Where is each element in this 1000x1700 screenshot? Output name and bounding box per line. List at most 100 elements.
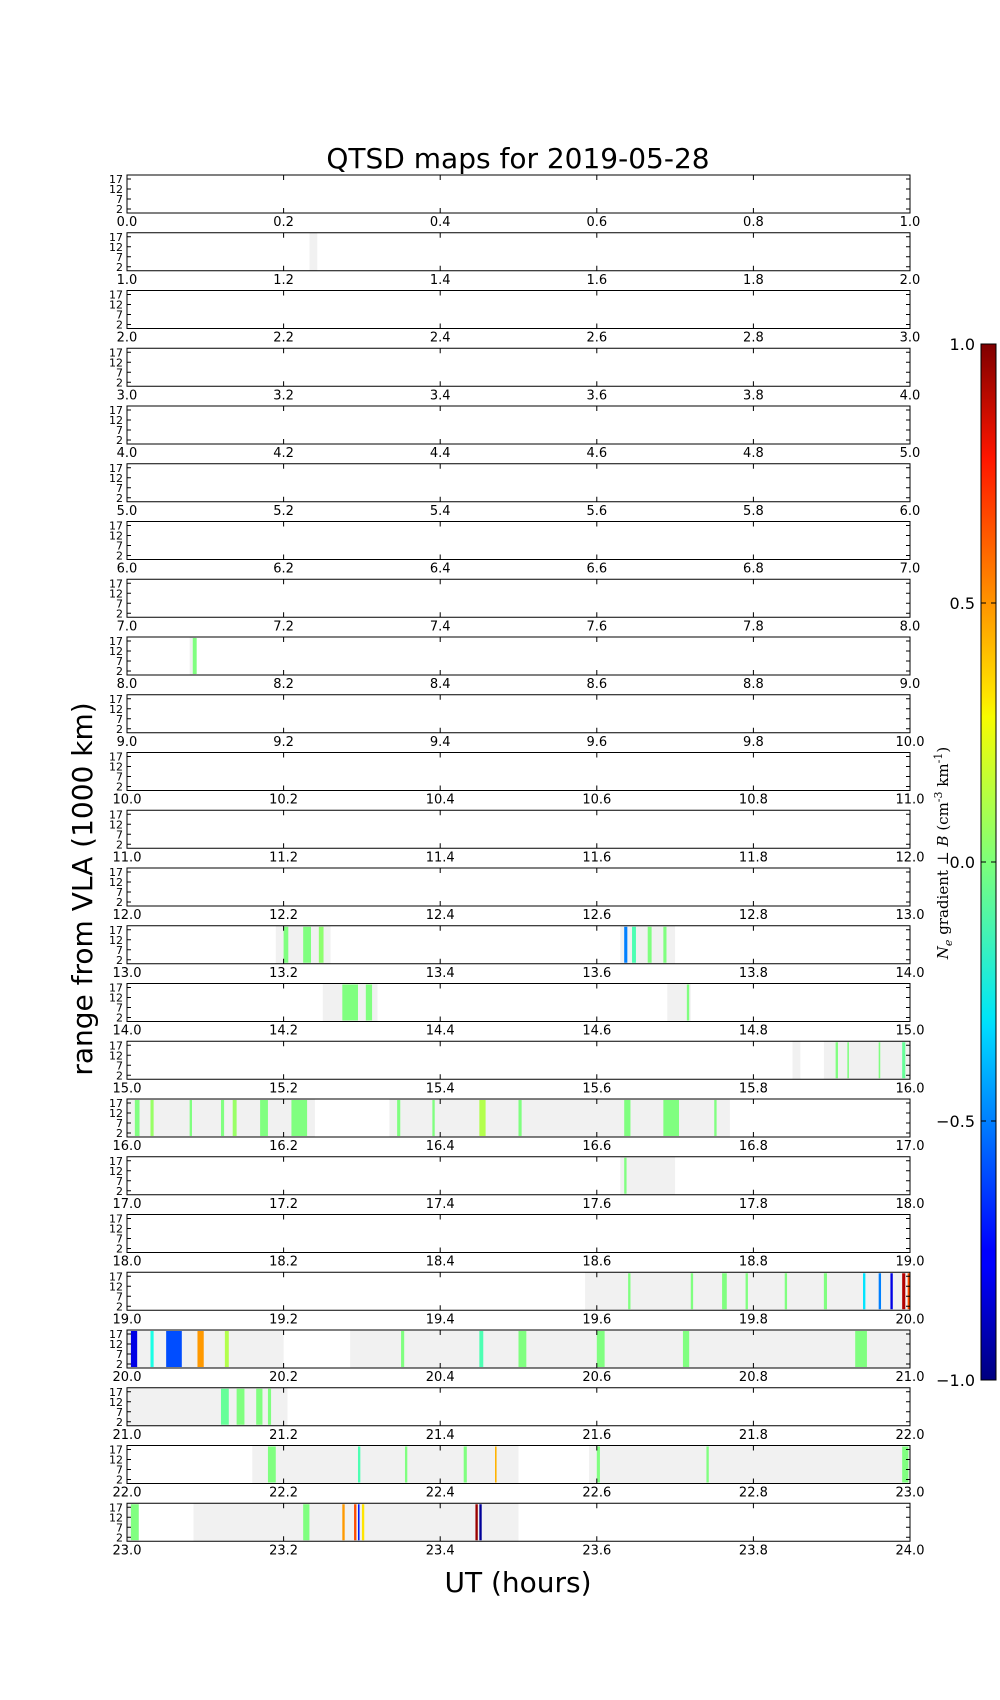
x-tick-label: 6.0 xyxy=(900,504,921,519)
x-tick-label: 6.4 xyxy=(430,562,451,577)
x-tick-label: 1.0 xyxy=(900,215,921,230)
no-data-region xyxy=(667,983,691,1022)
y-tick-label: 7 xyxy=(116,1059,123,1072)
gradient-streak xyxy=(690,1273,694,1310)
x-tick-label: 10.0 xyxy=(896,735,925,750)
y-tick-label: 17 xyxy=(109,1097,123,1110)
x-tick-label: 13.8 xyxy=(739,966,768,981)
panel-frame xyxy=(126,925,911,965)
gradient-streak xyxy=(232,1100,237,1136)
y-tick-label: 12 xyxy=(109,934,123,947)
x-tick-label: 13.0 xyxy=(896,908,925,923)
y-tick-label: 2 xyxy=(116,954,123,967)
y-tick-label: 7 xyxy=(116,771,123,784)
y-tick-label: 17 xyxy=(109,1039,123,1052)
x-tick-label: 3.4 xyxy=(430,388,451,403)
x-tick-label: 11.8 xyxy=(739,850,768,865)
gradient-streak xyxy=(663,1100,680,1136)
x-tick-label: 14.0 xyxy=(113,1024,142,1039)
x-tick-label: 20.0 xyxy=(896,1312,925,1327)
gradient-streak xyxy=(236,1388,245,1425)
chart-title: QTSD maps for 2019-05-28 xyxy=(326,142,709,175)
x-tick-label: 18.0 xyxy=(896,1197,925,1212)
x-tick-label: 22.8 xyxy=(739,1486,768,1501)
colorbar-label-part: -1 xyxy=(932,753,945,764)
x-tick-label: 5.4 xyxy=(430,504,451,519)
x-tick-label: 20.4 xyxy=(426,1370,455,1385)
y-tick-label: 7 xyxy=(116,424,123,437)
gradient-streak xyxy=(495,1446,497,1483)
panel-frame xyxy=(126,290,911,329)
x-tick-label: 5.0 xyxy=(900,446,921,461)
gradient-streak xyxy=(890,1273,893,1310)
x-tick-label: 21.0 xyxy=(113,1428,142,1443)
y-tick-label: 17 xyxy=(109,1328,123,1341)
gradient-streak xyxy=(267,1446,276,1483)
gradient-streak xyxy=(902,1042,906,1079)
y-tick-label: 17 xyxy=(109,173,123,186)
gradient-streak xyxy=(907,1273,910,1310)
x-tick-label: 3.0 xyxy=(900,331,921,346)
x-tick-label: 9.2 xyxy=(273,735,294,750)
no-data-region xyxy=(309,232,318,271)
y-tick-label: 7 xyxy=(116,713,123,726)
x-tick-label: 9.6 xyxy=(586,735,607,750)
gradient-streak xyxy=(192,638,197,674)
gradient-streak xyxy=(823,1273,828,1310)
gradient-streak xyxy=(224,1331,229,1367)
y-tick-label: 17 xyxy=(109,231,123,244)
x-tick-label: 7.0 xyxy=(117,619,138,634)
x-tick-label: 23.8 xyxy=(739,1543,768,1558)
x-tick-label: 1.2 xyxy=(273,273,294,288)
x-tick-label: 15.2 xyxy=(269,1081,298,1096)
x-tick-label: 5.2 xyxy=(273,504,294,519)
gradient-streak xyxy=(260,1100,268,1136)
colorbar-tick-label: 1.0 xyxy=(950,335,975,354)
gradient-streak xyxy=(475,1504,478,1541)
x-tick-label: 17.4 xyxy=(426,1197,455,1212)
x-tick-label: 11.2 xyxy=(269,850,298,865)
gradient-streak xyxy=(220,1100,225,1136)
colorbar-ticks: 1.0 0.5 0.0 −0.5 −1.0 xyxy=(936,335,996,1390)
y-tick-label: 12 xyxy=(109,414,123,427)
panel-frame xyxy=(126,347,911,387)
x-tick-label: 13.2 xyxy=(269,966,298,981)
y-tick-label: 2 xyxy=(116,723,123,736)
gradient-streak xyxy=(342,1504,345,1541)
gradient-streak xyxy=(303,926,312,963)
x-tick-label: 21.6 xyxy=(582,1428,611,1443)
gradient-streak xyxy=(220,1388,229,1425)
x-tick-label: 23.0 xyxy=(113,1543,142,1558)
gradient-streak xyxy=(463,1446,467,1483)
x-tick-label: 5.6 xyxy=(586,504,607,519)
y-tick-label: 2 xyxy=(116,492,123,505)
gradient-streak xyxy=(189,1100,192,1136)
x-tick-label: 9.8 xyxy=(743,735,764,750)
x-tick-label: 16.6 xyxy=(582,1139,611,1154)
y-tick-label: 12 xyxy=(109,992,123,1005)
x-tick-label: 8.0 xyxy=(117,677,138,692)
x-tick-label: 12.4 xyxy=(426,908,455,923)
y-tick-label: 17 xyxy=(109,462,123,475)
y-tick-label: 17 xyxy=(109,1213,123,1226)
x-tick-label: 15.6 xyxy=(582,1081,611,1096)
x-tick-label: 4.0 xyxy=(900,388,921,403)
x-tick-label: 0.0 xyxy=(117,215,138,230)
x-tick-label: 4.4 xyxy=(430,446,451,461)
panel-frame xyxy=(126,1214,911,1253)
colorbar-label: Ne gradient ⊥ B (cm-3 km-1) xyxy=(932,747,955,960)
panel-frame xyxy=(126,1502,911,1542)
y-tick-label: 17 xyxy=(109,1155,123,1168)
colorbar-tick-label: −1.0 xyxy=(936,1371,975,1390)
gradient-streak xyxy=(361,1504,365,1541)
x-tick-label: 7.0 xyxy=(900,562,921,577)
